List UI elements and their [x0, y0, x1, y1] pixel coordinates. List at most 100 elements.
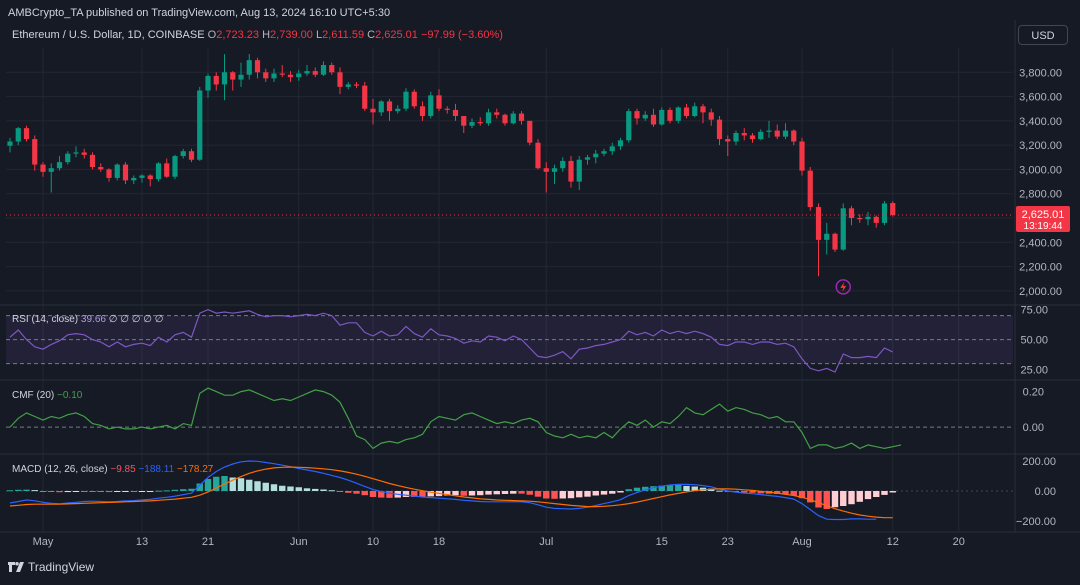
macd-hist-value: −9.85 — [110, 464, 136, 475]
candle-body — [353, 84, 360, 86]
candle-body — [601, 151, 607, 154]
candle-body — [147, 175, 153, 180]
macd-tick-label: 200.00 — [1022, 456, 1056, 468]
currency-button[interactable]: USD — [1018, 25, 1068, 45]
macd-histogram-bar — [477, 491, 484, 496]
rsi-legend: RSI (14, close) 39.66 ∅ ∅ ∅ ∅ ∅ — [12, 314, 163, 325]
macd-histogram-bar — [567, 491, 575, 499]
x-tick-label: 20 — [953, 536, 965, 548]
price-tick-label: 3,400.00 — [1019, 116, 1062, 128]
candle-body — [692, 106, 698, 116]
candle-body — [708, 112, 714, 120]
x-tick-label: May — [33, 536, 54, 548]
macd-histogram-bar — [815, 491, 822, 508]
candle-body — [576, 159, 582, 182]
macd-histogram-bar — [592, 491, 599, 496]
macd-histogram-bar — [81, 491, 88, 492]
candle-body — [444, 108, 450, 110]
candle-body — [320, 65, 327, 75]
candle-body — [436, 95, 442, 109]
macd-histogram-bar — [683, 485, 690, 491]
macd-histogram-bar — [534, 491, 542, 497]
candle-body — [246, 60, 252, 75]
macd-histogram-bar — [64, 491, 71, 493]
macd-histogram-bar — [204, 479, 212, 491]
close-value: 2,625.01 — [375, 29, 418, 41]
macd-histogram-bar — [138, 491, 146, 492]
price-tick-label: 3,000.00 — [1019, 164, 1062, 176]
candle-body — [271, 73, 277, 79]
price-tick-label: 2,800.00 — [1019, 189, 1062, 201]
candle-body — [494, 112, 500, 115]
symbol-name: Ethereum / U.S. Dollar, 1D, COINBASE — [12, 29, 205, 41]
macd-histogram-bar — [237, 478, 245, 491]
macd-histogram-bar — [89, 491, 96, 492]
x-tick-label: Aug — [792, 536, 812, 548]
candle-body — [560, 160, 566, 169]
macd-name: MACD (12, 26, close) — [12, 464, 108, 475]
candle-body — [733, 133, 739, 142]
macd-histogram-bar — [130, 491, 137, 492]
macd-histogram-bar — [848, 491, 855, 505]
cmf-line — [9, 387, 902, 450]
candle-body — [131, 177, 137, 181]
price-tick-label: 2,200.00 — [1019, 262, 1062, 274]
candle-body — [824, 233, 830, 240]
macd-histogram-bar — [633, 487, 641, 491]
candle-body — [139, 175, 145, 178]
macd-histogram-bar — [188, 488, 195, 491]
macd-histogram-bar — [48, 491, 55, 492]
candle-body — [230, 72, 236, 80]
macd-histogram-bar — [576, 491, 583, 498]
candle-body — [716, 119, 723, 140]
candle-body — [287, 74, 294, 78]
macd-histogram-bar — [328, 490, 335, 492]
macd-histogram-bar — [6, 490, 14, 492]
candle-body — [345, 84, 351, 87]
macd-histogram-bar — [31, 490, 38, 492]
rsi-name: RSI (14, close) — [12, 314, 79, 325]
candle-body — [642, 114, 648, 119]
macd-histogram-bar — [526, 491, 533, 495]
macd-histogram-bar — [361, 491, 368, 496]
macd-histogram-bar — [427, 491, 434, 497]
candle-body — [791, 130, 797, 142]
macd-histogram-bar — [270, 484, 278, 491]
macd-histogram-bar — [741, 491, 748, 493]
footer-brand-text: TradingView — [28, 560, 95, 574]
candle-body — [634, 111, 640, 119]
candle-body — [89, 154, 96, 167]
candle-body — [197, 90, 203, 160]
candle-body — [807, 170, 813, 208]
candle-body — [254, 60, 261, 73]
macd-histogram-bar — [23, 489, 30, 491]
macd-histogram-bar — [501, 491, 509, 494]
candle-body — [774, 130, 780, 137]
price-tick-label: 3,200.00 — [1019, 140, 1062, 152]
candle-body — [766, 130, 772, 132]
macd-histogram-bar — [749, 491, 756, 493]
candle-body — [337, 72, 343, 87]
macd-histogram-bar — [543, 491, 550, 499]
low-label: L — [315, 29, 323, 41]
macd-histogram-bar — [213, 476, 220, 491]
candle-body — [584, 157, 591, 160]
cmf-tick-label: 0.00 — [1023, 422, 1044, 434]
x-tick-label: 15 — [656, 536, 668, 548]
price-tick-label: 3,600.00 — [1019, 92, 1062, 104]
macd-histogram-bar — [625, 489, 632, 491]
candle-body — [848, 208, 855, 218]
candle-body — [551, 168, 558, 172]
open-value: 2,723.23 — [216, 29, 260, 41]
candle-body — [535, 142, 541, 169]
x-tick-label: Jun — [290, 536, 308, 548]
macd-histogram-bar — [807, 491, 814, 503]
candle-body — [758, 131, 764, 140]
candle-body — [461, 116, 467, 126]
candle-body — [543, 168, 549, 172]
price-tick-label: 2,000.00 — [1019, 286, 1062, 298]
macd-histogram-bar — [823, 491, 830, 509]
candle-body — [725, 139, 731, 142]
candle-body — [122, 164, 129, 181]
macd-histogram-bar — [386, 491, 393, 498]
